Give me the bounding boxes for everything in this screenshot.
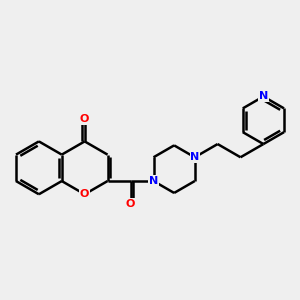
Text: N: N [259, 92, 268, 101]
Text: O: O [80, 189, 89, 199]
Text: O: O [126, 199, 135, 208]
Text: O: O [80, 114, 89, 124]
Text: N: N [149, 176, 158, 186]
Text: N: N [190, 152, 200, 162]
